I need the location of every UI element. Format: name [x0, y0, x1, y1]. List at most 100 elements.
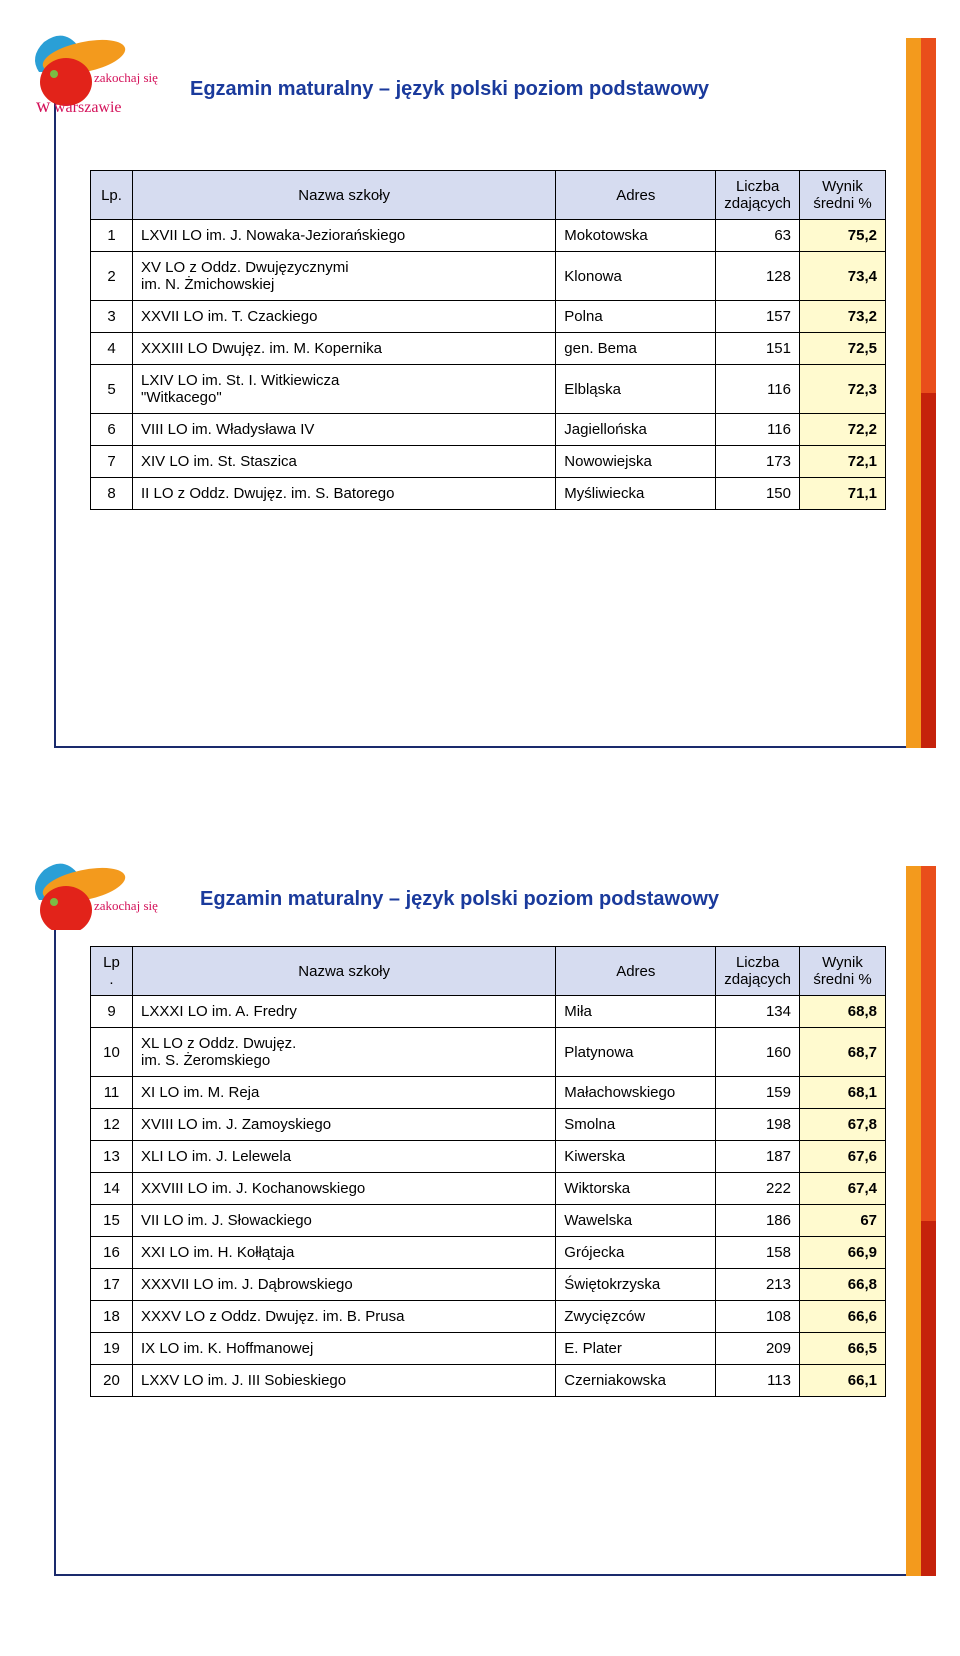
cell-lp: 14	[91, 1173, 133, 1205]
cell-addr: Miła	[556, 996, 716, 1028]
cell-lp: 16	[91, 1237, 133, 1269]
cell-score: 75,2	[800, 220, 886, 252]
logo-warsaw-clipped: zakochaj się	[24, 850, 164, 930]
slide-2: zakochaj się Egzamin maturalny – język p…	[0, 828, 960, 1656]
cell-lp: 15	[91, 1205, 133, 1237]
cell-name: XL LO z Oddz. Dwujęz. im. S. Żeromskiego	[133, 1028, 556, 1077]
table-row: 9LXXXI LO im. A. FredryMiła13468,8	[91, 996, 886, 1028]
cell-count: 213	[716, 1269, 800, 1301]
cell-addr: Myśliwiecka	[556, 478, 716, 510]
cell-lp: 17	[91, 1269, 133, 1301]
bar-orange	[906, 866, 921, 1576]
cell-score: 67	[800, 1205, 886, 1237]
cell-name: IX LO im. K. Hoffmanowej	[133, 1333, 556, 1365]
table-header-row: Lp . Nazwa szkoły Adres Liczba zdających…	[91, 947, 886, 996]
table-row: 18XXXV LO z Oddz. Dwujęz. im. B. PrusaZw…	[91, 1301, 886, 1333]
cell-name: XXXVII LO im. J. Dąbrowskiego	[133, 1269, 556, 1301]
cell-lp: 7	[91, 446, 133, 478]
col-name: Nazwa szkoły	[133, 171, 556, 220]
cell-count: 158	[716, 1237, 800, 1269]
col-name: Nazwa szkoły	[133, 947, 556, 996]
cell-lp: 10	[91, 1028, 133, 1077]
cell-name: XLI LO im. J. Lelewela	[133, 1141, 556, 1173]
cell-count: 186	[716, 1205, 800, 1237]
table-row: 16XXI LO im. H. KołłątajaGrójecka15866,9	[91, 1237, 886, 1269]
col-lp: Lp .	[91, 947, 133, 996]
table-row: 19IX LO im. K. HoffmanowejE. Plater20966…	[91, 1333, 886, 1365]
cell-score: 66,5	[800, 1333, 886, 1365]
cell-count: 116	[716, 414, 800, 446]
bar-red-top	[921, 866, 936, 1221]
cell-count: 151	[716, 333, 800, 365]
cell-lp: 18	[91, 1301, 133, 1333]
table-row: 7XIV LO im. St. StaszicaNowowiejska17372…	[91, 446, 886, 478]
cell-score: 68,8	[800, 996, 886, 1028]
col-addr: Adres	[556, 171, 716, 220]
cell-lp: 4	[91, 333, 133, 365]
cell-score: 67,8	[800, 1109, 886, 1141]
cell-count: 108	[716, 1301, 800, 1333]
table-row: 5LXIV LO im. St. I. Witkiewicza "Witkace…	[91, 365, 886, 414]
cell-lp: 9	[91, 996, 133, 1028]
side-bars	[906, 866, 936, 1576]
col-count: Liczba zdających	[716, 947, 800, 996]
cell-score: 68,7	[800, 1028, 886, 1077]
cell-name: XXI LO im. H. Kołłątaja	[133, 1237, 556, 1269]
cell-count: 160	[716, 1028, 800, 1077]
cell-score: 66,8	[800, 1269, 886, 1301]
cell-score: 72,2	[800, 414, 886, 446]
table-row: 8II LO z Oddz. Dwujęz. im. S. BatoregoMy…	[91, 478, 886, 510]
cell-lp: 1	[91, 220, 133, 252]
cell-name: LXXV LO im. J. III Sobieskiego	[133, 1365, 556, 1397]
cell-addr: Czerniakowska	[556, 1365, 716, 1397]
cell-addr: E. Plater	[556, 1333, 716, 1365]
cell-lp: 12	[91, 1109, 133, 1141]
cell-score: 66,9	[800, 1237, 886, 1269]
cell-addr: gen. Bema	[556, 333, 716, 365]
table-row: 12XVIII LO im. J. ZamoyskiegoSmolna19867…	[91, 1109, 886, 1141]
col-score: Wynik średni %	[800, 171, 886, 220]
table-row: 13XLI LO im. J. LelewelaKiwerska18767,6	[91, 1141, 886, 1173]
cell-lp: 5	[91, 365, 133, 414]
cell-count: 222	[716, 1173, 800, 1205]
cell-name: XIV LO im. St. Staszica	[133, 446, 556, 478]
bar-red-col	[921, 866, 936, 1576]
cell-lp: 2	[91, 252, 133, 301]
table-row: 2XV LO z Oddz. Dwujęzycznymi im. N. Żmic…	[91, 252, 886, 301]
bar-red-bottom	[921, 393, 936, 748]
cell-addr: Klonowa	[556, 252, 716, 301]
svg-text:warszawie: warszawie	[54, 99, 122, 116]
cell-addr: Świętokrzyska	[556, 1269, 716, 1301]
table-1: Lp. Nazwa szkoły Adres Liczba zdających …	[90, 170, 886, 510]
cell-score: 66,1	[800, 1365, 886, 1397]
cell-score: 73,2	[800, 301, 886, 333]
cell-count: 113	[716, 1365, 800, 1397]
cell-score: 72,3	[800, 365, 886, 414]
cell-name: XV LO z Oddz. Dwujęzycznymi im. N. Żmich…	[133, 252, 556, 301]
table-header-row: Lp. Nazwa szkoły Adres Liczba zdających …	[91, 171, 886, 220]
cell-name: II LO z Oddz. Dwujęz. im. S. Batorego	[133, 478, 556, 510]
page-title: Egzamin maturalny – język polski poziom …	[200, 888, 719, 911]
cell-addr: Polna	[556, 301, 716, 333]
cell-count: 150	[716, 478, 800, 510]
cell-name: VIII LO im. Władysława IV	[133, 414, 556, 446]
table-row: 11XI LO im. M. RejaMałachowskiego15968,1	[91, 1077, 886, 1109]
cell-lp: 3	[91, 301, 133, 333]
cell-addr: Grójecka	[556, 1237, 716, 1269]
cell-count: 159	[716, 1077, 800, 1109]
cell-lp: 13	[91, 1141, 133, 1173]
cell-addr: Platynowa	[556, 1028, 716, 1077]
results-table-1: Lp. Nazwa szkoły Adres Liczba zdających …	[90, 170, 886, 510]
cell-name: XXXV LO z Oddz. Dwujęz. im. B. Prusa	[133, 1301, 556, 1333]
cell-name: XXXIII LO Dwujęz. im. M. Kopernika	[133, 333, 556, 365]
cell-addr: Zwycięzców	[556, 1301, 716, 1333]
table-row: 14XXVIII LO im. J. KochanowskiegoWiktors…	[91, 1173, 886, 1205]
cell-score: 67,6	[800, 1141, 886, 1173]
cell-count: 128	[716, 252, 800, 301]
side-bars	[906, 38, 936, 748]
table-row: 20LXXV LO im. J. III SobieskiegoCzerniak…	[91, 1365, 886, 1397]
cell-addr: Małachowskiego	[556, 1077, 716, 1109]
table-row: 1LXVII LO im. J. Nowaka-JeziorańskiegoMo…	[91, 220, 886, 252]
cell-addr: Wiktorska	[556, 1173, 716, 1205]
col-count: Liczba zdających	[716, 171, 800, 220]
